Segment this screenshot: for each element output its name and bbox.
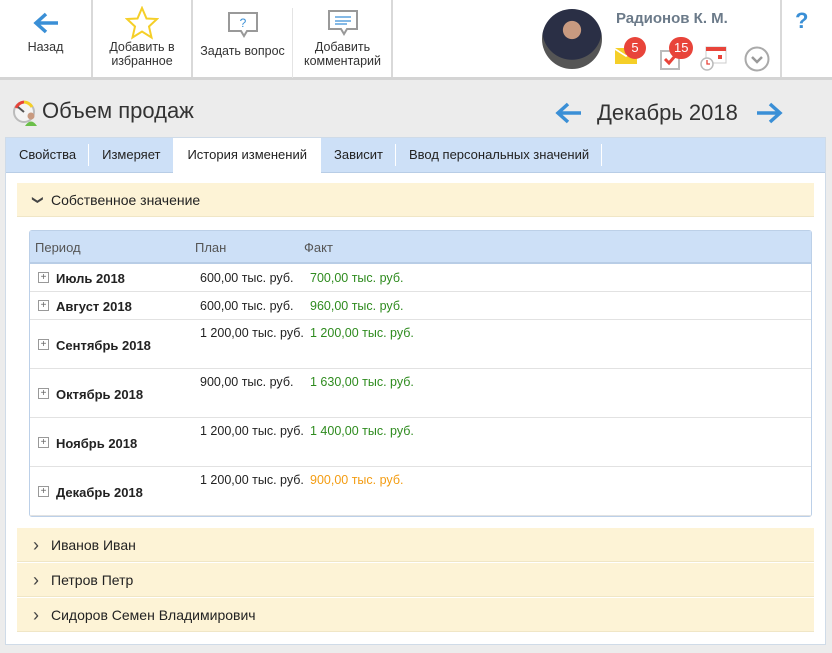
- chevron-right-icon: ›: [33, 605, 39, 625]
- comment-icon: [294, 0, 391, 40]
- user-name[interactable]: Радионов К. М.: [616, 10, 728, 27]
- divider: [780, 0, 782, 77]
- favorite-label: Добавить в избранное: [109, 40, 175, 68]
- plan-cell: 900,00 тыс. руб.: [200, 375, 294, 389]
- person-name: Иванов Иван: [51, 537, 136, 553]
- next-period-button[interactable]: [755, 101, 783, 128]
- tab-depends[interactable]: Зависит: [321, 138, 396, 172]
- period-cell: Октябрь 2018: [56, 386, 144, 402]
- add-comment-button[interactable]: Добавить комментарий: [294, 0, 393, 77]
- tab-personal-values[interactable]: Ввод персональных значений: [396, 138, 603, 172]
- person-name: Петров Петр: [51, 572, 134, 588]
- section-person[interactable]: › Петров Петр: [17, 563, 814, 597]
- column-fact: Факт: [304, 240, 333, 255]
- user-menu-toggle[interactable]: [744, 46, 770, 75]
- expand-icon[interactable]: +: [38, 272, 49, 283]
- expand-icon[interactable]: +: [38, 338, 49, 350]
- svg-text:?: ?: [239, 16, 246, 30]
- period-cell: Июль 2018: [56, 271, 125, 286]
- column-period: Период: [35, 240, 81, 255]
- help-button[interactable]: ?: [795, 8, 809, 33]
- tab-measures[interactable]: Измеряет: [102, 147, 161, 162]
- kpi-gauge-icon: [12, 100, 38, 129]
- tab-bar: Свойства Измеряет История изменений Зави…: [6, 138, 825, 174]
- fact-cell: 1 200,00 тыс. руб.: [310, 326, 414, 340]
- table-row[interactable]: + Июль 2018 600,00 тыс. руб. 700,00 тыс.…: [30, 264, 811, 292]
- calendar-clock-icon: [700, 46, 727, 71]
- back-label: Назад: [27, 40, 64, 54]
- fact-cell: 1 630,00 тыс. руб.: [310, 375, 414, 389]
- tasks-count-badge: 15: [669, 37, 694, 59]
- section-title: Собственное значение: [51, 192, 201, 208]
- question-bubble-icon: ?: [193, 8, 292, 42]
- arrow-left-icon: [555, 102, 581, 124]
- expand-icon[interactable]: +: [38, 485, 49, 497]
- table-row[interactable]: + Ноябрь 2018 1 200,00 тыс. руб. 1 400,0…: [30, 418, 811, 467]
- table-row[interactable]: + Сентябрь 2018 1 200,00 тыс. руб. 1 200…: [30, 320, 811, 369]
- history-table: Период План Факт + Июль 2018 600,00 тыс.…: [29, 230, 812, 517]
- table-row[interactable]: + Октябрь 2018 900,00 тыс. руб. 1 630,00…: [30, 369, 811, 418]
- previous-period-button[interactable]: [555, 101, 583, 128]
- back-button[interactable]: Назад: [0, 0, 93, 77]
- expand-icon[interactable]: +: [38, 300, 49, 311]
- person-name: Сидоров Семен Владимирович: [51, 607, 256, 623]
- arrow-left-icon: [0, 0, 91, 40]
- mail-count-badge: 5: [624, 37, 646, 59]
- ask-label: Задать вопрос: [200, 44, 285, 58]
- tab-history[interactable]: История изменений: [173, 138, 321, 174]
- chevron-right-icon: ›: [33, 535, 39, 555]
- plan-cell: 600,00 тыс. руб.: [200, 271, 294, 285]
- column-plan: План: [195, 240, 227, 255]
- expand-icon[interactable]: +: [38, 387, 49, 399]
- ask-question-button[interactable]: ? Задать вопрос: [193, 8, 293, 78]
- comment-label: Добавить комментарий: [303, 40, 382, 68]
- expand-icon[interactable]: +: [38, 436, 49, 448]
- section-person[interactable]: › Сидоров Семен Владимирович: [17, 598, 814, 632]
- chevron-down-icon: ❯: [31, 195, 44, 205]
- fact-cell: 960,00 тыс. руб.: [310, 299, 404, 313]
- content-panel: Свойства Измеряет История изменений Зави…: [5, 137, 826, 645]
- fact-cell: 1 400,00 тыс. руб.: [310, 424, 414, 438]
- current-period: Декабрь 2018: [597, 100, 738, 125]
- arrow-right-icon: [757, 102, 783, 124]
- star-icon: [93, 0, 191, 40]
- period-cell: Ноябрь 2018: [56, 435, 138, 451]
- plan-cell: 1 200,00 тыс. руб.: [200, 473, 304, 487]
- fact-cell: 700,00 тыс. руб.: [310, 271, 404, 285]
- period-cell: Декабрь 2018: [56, 484, 143, 500]
- add-favorite-button[interactable]: Добавить в избранное: [93, 0, 193, 77]
- plan-cell: 1 200,00 тыс. руб.: [200, 424, 304, 438]
- chevron-right-icon: ›: [33, 570, 39, 590]
- period-cell: Август 2018: [56, 299, 132, 314]
- tab-properties[interactable]: Свойства: [6, 138, 90, 172]
- calendar-button[interactable]: [700, 45, 728, 74]
- section-own-value[interactable]: ❯ Собственное значение: [17, 183, 814, 217]
- chevron-down-circle-icon: [744, 46, 770, 72]
- table-header: Период План Факт: [30, 231, 811, 264]
- period-cell: Сентябрь 2018: [56, 337, 151, 353]
- table-row[interactable]: + Декабрь 2018 1 200,00 тыс. руб. 900,00…: [30, 467, 811, 516]
- page-title: Объем продаж: [42, 98, 194, 123]
- table-row[interactable]: + Август 2018 600,00 тыс. руб. 960,00 ты…: [30, 292, 811, 320]
- plan-cell: 1 200,00 тыс. руб.: [200, 326, 304, 340]
- fact-cell: 900,00 тыс. руб.: [310, 473, 404, 487]
- avatar[interactable]: [542, 9, 602, 69]
- section-person[interactable]: › Иванов Иван: [17, 528, 814, 562]
- plan-cell: 600,00 тыс. руб.: [200, 299, 294, 313]
- toolbar: Назад Добавить в избранное ? Задать вопр…: [0, 0, 832, 80]
